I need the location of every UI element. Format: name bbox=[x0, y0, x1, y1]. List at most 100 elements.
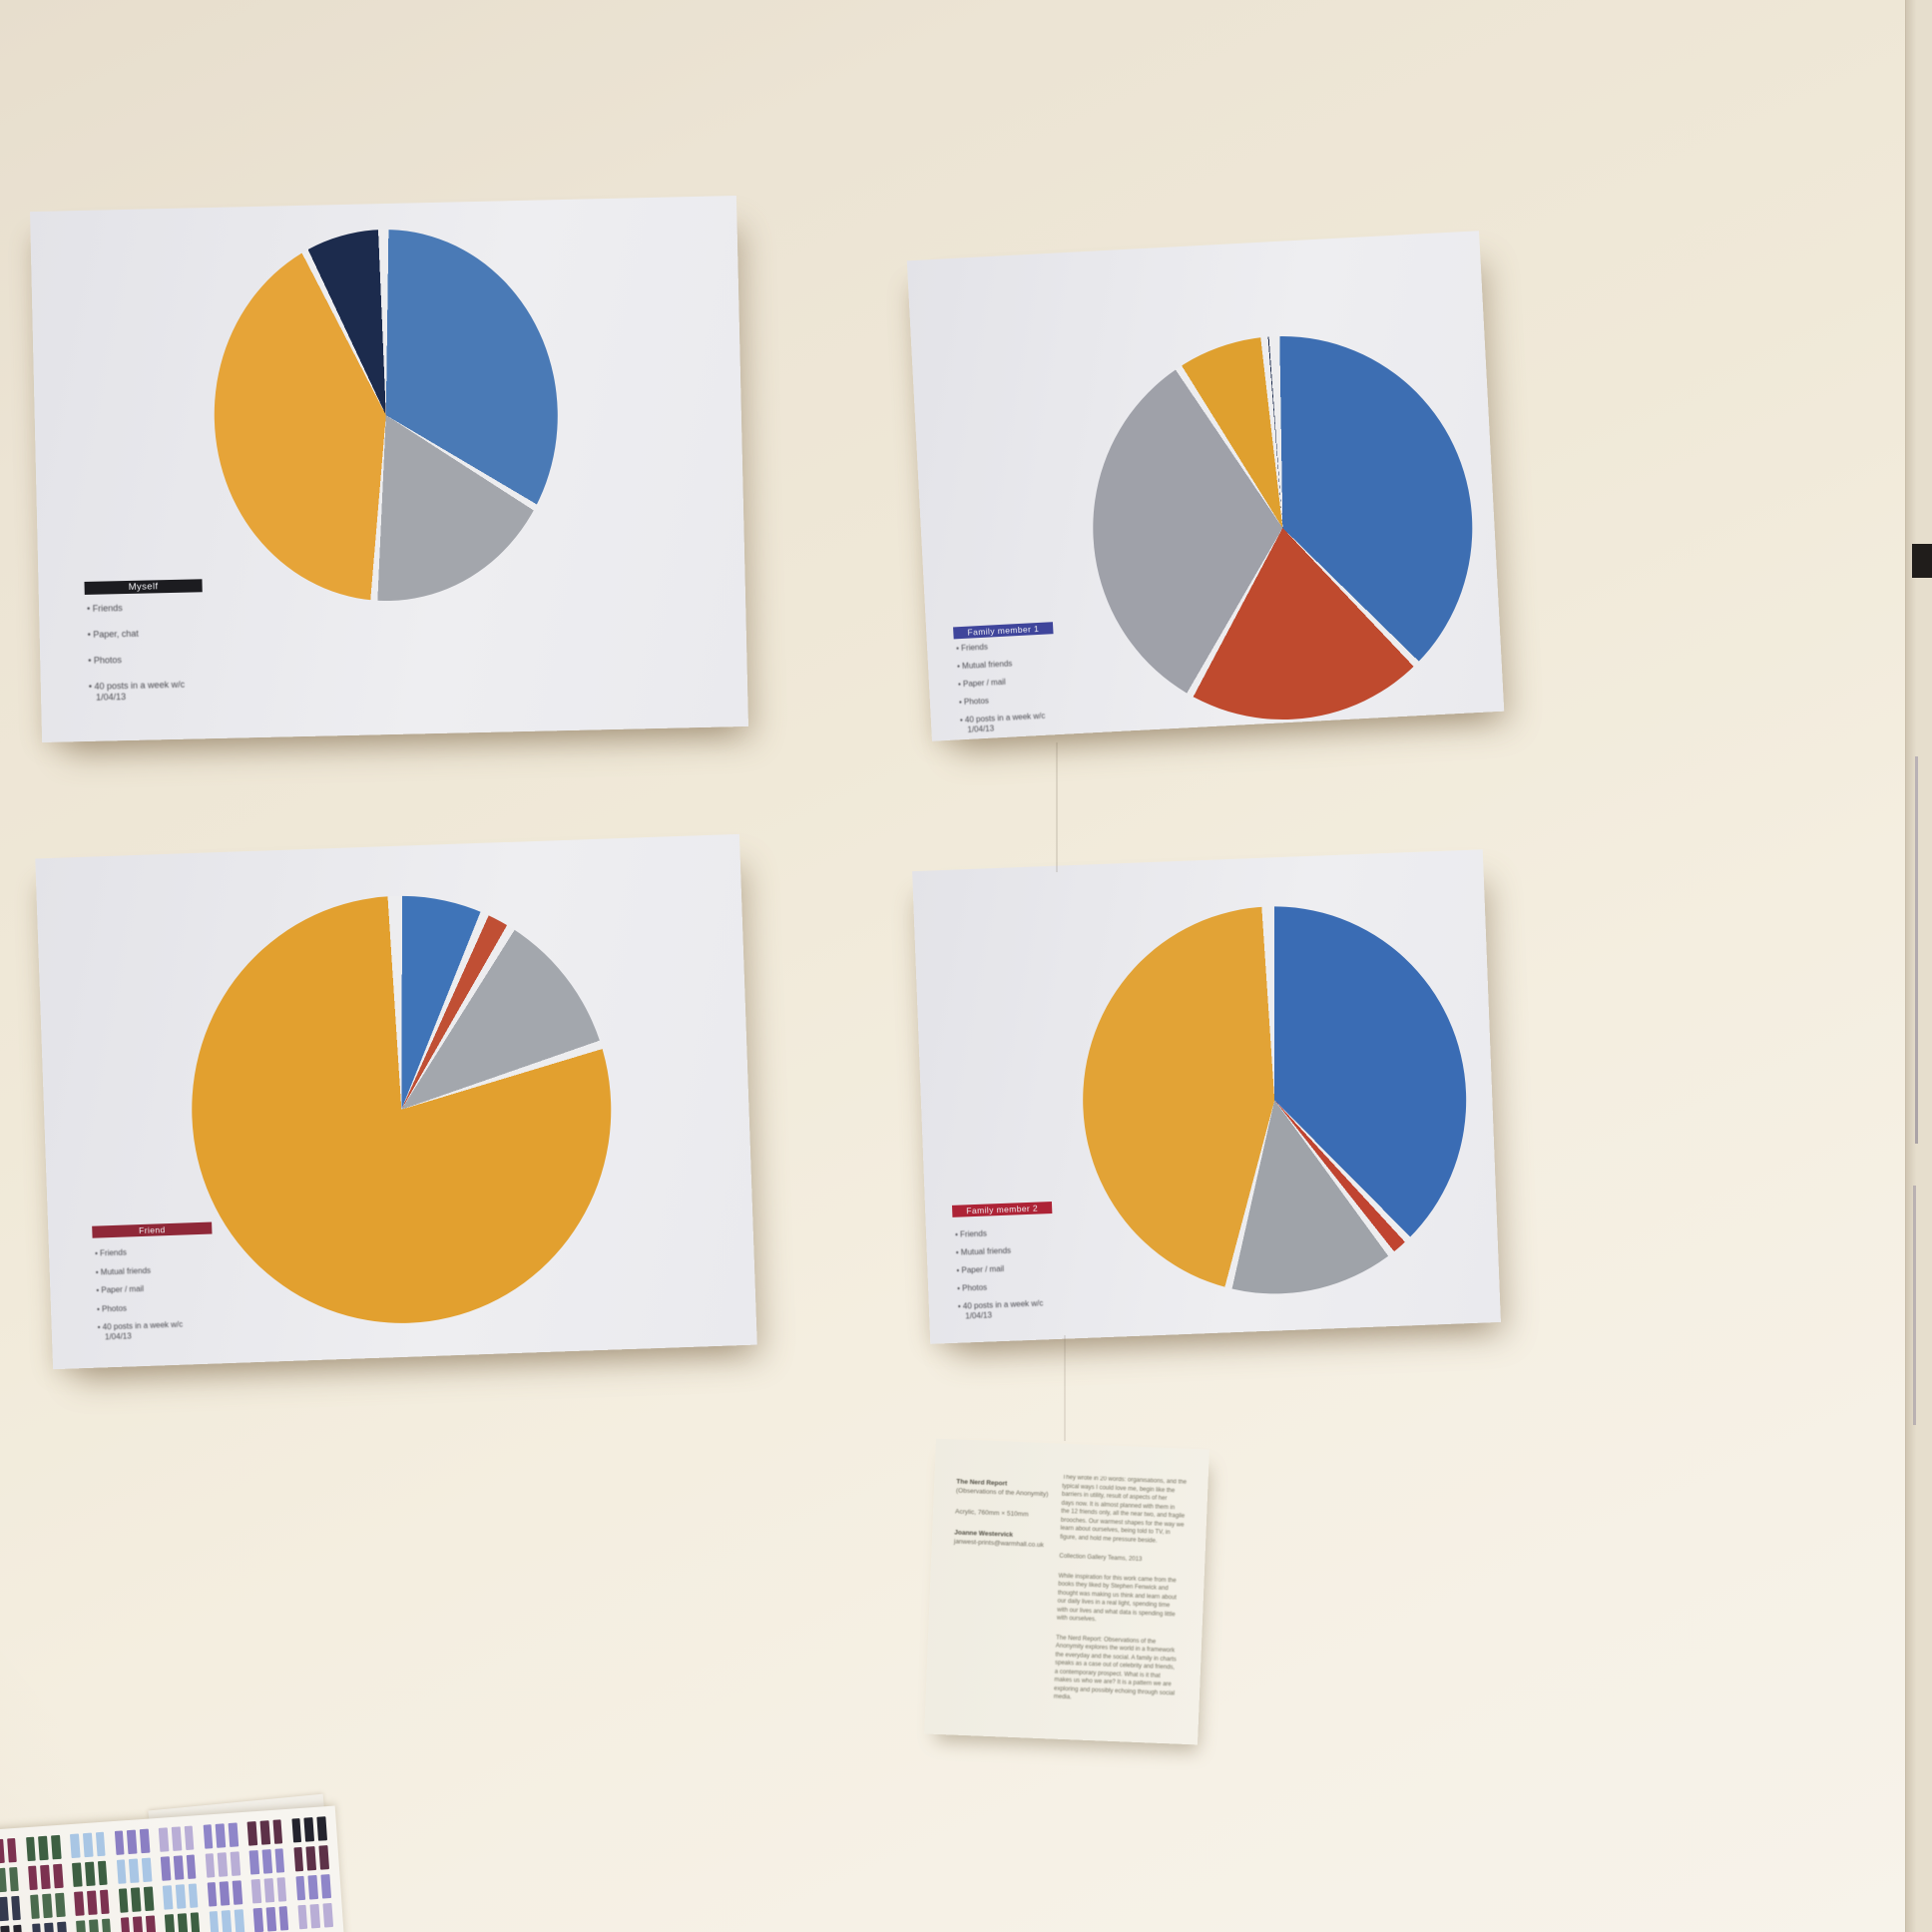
leaflet-pattern-bar bbox=[292, 1846, 304, 1872]
leaflet-pattern-bar bbox=[57, 1921, 68, 1932]
leaflet-pattern-bar bbox=[0, 1925, 11, 1932]
leaflet-pattern-bar bbox=[116, 1859, 127, 1884]
leaflet-pattern-bar bbox=[42, 1893, 53, 1919]
leaflet-pattern-bar bbox=[101, 1918, 112, 1932]
leaflet-pattern-bar bbox=[129, 1858, 140, 1883]
legend-item: • Friends bbox=[954, 1228, 987, 1239]
leaflet-pattern-bar bbox=[71, 1862, 83, 1887]
leaflet-pattern-bar bbox=[158, 1827, 170, 1852]
leaflet-pattern-bar bbox=[171, 1826, 182, 1851]
leaflet-pattern-bar bbox=[10, 1895, 22, 1921]
pie-chart-friend bbox=[184, 888, 619, 1331]
leaflet-pattern-bar bbox=[278, 1906, 289, 1931]
leaflet-pattern-bar bbox=[118, 1888, 129, 1913]
leaflet-pattern-bar bbox=[248, 1850, 259, 1875]
leaflet-pattern-gap bbox=[333, 1873, 341, 1897]
leaflet-pattern-bar bbox=[272, 1819, 283, 1844]
pie-chart-family-member-1 bbox=[1083, 326, 1483, 729]
leaflet-pattern-bar bbox=[82, 1832, 94, 1858]
placard-paragraph: While inspiration for this work came fro… bbox=[1057, 1572, 1187, 1628]
legend-item: • Paper / mail bbox=[957, 677, 1006, 690]
chart-title-family-member-2: Family member 2 bbox=[966, 1203, 1039, 1216]
leaflet-pattern-bar bbox=[265, 1906, 276, 1932]
leaflet-stack bbox=[0, 1805, 347, 1932]
chart-title-myself: Myself bbox=[128, 581, 159, 593]
leaflet-pattern-bar bbox=[86, 1890, 98, 1916]
placard-right-column: They wrote in 20 words: organisations, a… bbox=[1053, 1474, 1191, 1717]
leaflet-pattern-bar bbox=[141, 1857, 153, 1883]
poster-friend: Friend • Friends • Mutual friends • Paper … bbox=[35, 833, 757, 1370]
leaflet-pattern-bar bbox=[139, 1828, 151, 1854]
leaflet-pattern-bar bbox=[160, 1856, 172, 1881]
leaflet-pattern-bar bbox=[51, 1834, 62, 1860]
legend-item: • 40 posts in a week w/c 1/04/13 bbox=[97, 1319, 184, 1342]
leaflet-pattern-bar bbox=[99, 1889, 110, 1915]
leaflet-pattern-bar bbox=[55, 1892, 66, 1918]
leaflet-pattern-bar bbox=[263, 1878, 274, 1903]
leaflet-pattern-bar bbox=[6, 1837, 18, 1863]
leaflet-pattern-bar bbox=[120, 1917, 131, 1932]
leaflet-pattern-bar bbox=[97, 1860, 108, 1886]
leaflet-pattern-bar bbox=[0, 1867, 7, 1893]
leaflet-pattern-bar bbox=[29, 1894, 41, 1920]
corner-dark-band bbox=[1912, 544, 1932, 578]
legend-item: • Mutual friends bbox=[956, 659, 1013, 672]
leaflet-pattern-bar bbox=[246, 1821, 257, 1846]
legend-friend: • Friends • Mutual friends • Paper / mail •… bbox=[95, 1246, 184, 1351]
placard-paragraph: Collection Gallery Teams, 2013 bbox=[1059, 1553, 1187, 1567]
leaflet-pattern-bar bbox=[184, 1825, 195, 1851]
leaflet-pattern-bar bbox=[131, 1887, 142, 1912]
chart-title-friend: Friend bbox=[138, 1224, 166, 1236]
leaflet-pattern-bar bbox=[133, 1916, 144, 1932]
leaflet-pattern-bar bbox=[261, 1849, 272, 1874]
legend-item: • 40 posts in a week w/c 1/04/13 bbox=[88, 679, 186, 703]
leaflet-pattern-bar bbox=[219, 1881, 231, 1906]
legend-family-member-2: • Friends • Mutual friends • Paper / mail •… bbox=[955, 1226, 1044, 1329]
leaflet-pattern-bar bbox=[76, 1920, 87, 1932]
leaflet-pattern-bar bbox=[276, 1877, 287, 1902]
poster-family-member-1: Family member 1 • Friends • Mutual friend… bbox=[906, 231, 1505, 743]
leaflet-pattern-bar bbox=[318, 1845, 329, 1870]
chart-title-family-member-1: Family member 1 bbox=[967, 623, 1040, 638]
leaflet-pattern-bar bbox=[69, 1833, 81, 1859]
chart-title-bar-family-member-1: Family member 1 bbox=[953, 622, 1054, 640]
leaflet-pattern-bar bbox=[207, 1882, 218, 1907]
placard-paragraph: The Nerd Report: Observations of the Anon… bbox=[1054, 1634, 1185, 1706]
legend-item-date: 1/04/13 bbox=[96, 692, 127, 703]
wall-corner bbox=[1905, 0, 1932, 1932]
leaflet-pattern-bar bbox=[322, 1902, 333, 1928]
leaflet-pattern-bar bbox=[305, 1846, 317, 1871]
leaflet-pattern-bar bbox=[44, 1922, 55, 1932]
leaflet-pattern-bar bbox=[215, 1823, 227, 1848]
legend-item: • Photos bbox=[96, 1303, 128, 1314]
placard-text-line: Collection Gallery Teams, 2013 bbox=[1059, 1553, 1143, 1563]
corner-streak bbox=[1913, 1186, 1916, 1425]
leaflet-pattern-bar bbox=[114, 1830, 125, 1855]
leaflet-pattern-bar bbox=[145, 1915, 157, 1932]
leaflet-pattern-bar bbox=[164, 1914, 176, 1932]
leaflet-pattern-bar bbox=[307, 1874, 319, 1900]
leaflet-pattern-bar bbox=[127, 1829, 138, 1855]
leaflet-pattern-bar bbox=[95, 1831, 106, 1857]
legend-family-member-1: • Friends • Mutual friends • Paper / mail •… bbox=[956, 640, 1047, 743]
leaflet-pattern-gap bbox=[335, 1902, 343, 1926]
leaflet-pattern-bar bbox=[8, 1866, 20, 1892]
leaflet-pattern-bar bbox=[303, 1817, 315, 1842]
legend-item: • 40 posts in a week w/c 1/04/13 bbox=[959, 711, 1046, 734]
wall-seam-line bbox=[1064, 1335, 1066, 1441]
legend-item: • Paper / mail bbox=[956, 1263, 1005, 1275]
legend-myself: • Friends • Paper, chat • Photos • 40 posts… bbox=[87, 602, 186, 719]
leaflet-pattern-bar bbox=[203, 1824, 214, 1849]
leaflet-pattern-bar bbox=[232, 1880, 243, 1905]
leaflet-pattern-bar bbox=[12, 1924, 24, 1932]
leaflet-pattern-bar bbox=[88, 1919, 100, 1932]
leaflet-pattern-bar bbox=[0, 1896, 9, 1922]
legend-item: • Paper, chat bbox=[87, 628, 139, 640]
leaflet-pattern-bar bbox=[259, 1820, 270, 1845]
legend-item: • Mutual friends bbox=[95, 1265, 152, 1277]
wall-seam-line bbox=[1056, 742, 1058, 872]
leaflet-pattern-bar bbox=[53, 1863, 64, 1889]
leaflet-pattern-bar bbox=[27, 1865, 39, 1891]
leaflet-pattern-bar bbox=[175, 1884, 186, 1909]
